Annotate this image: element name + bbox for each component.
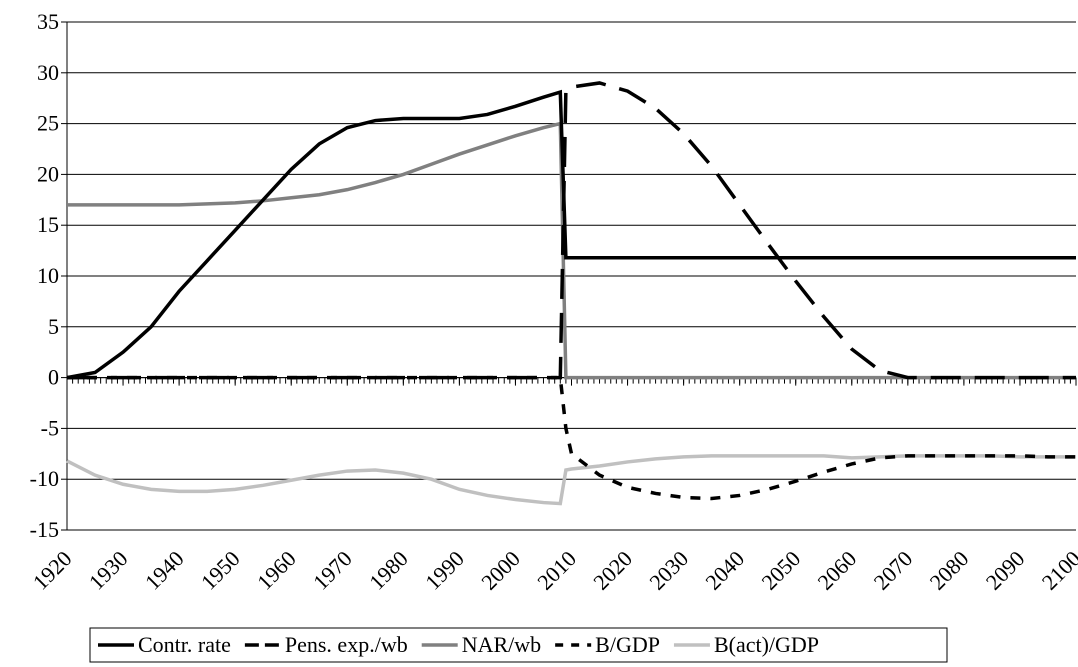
legend-label: B(act)/GDP bbox=[714, 632, 819, 657]
x-tick-label: 2030 bbox=[644, 546, 693, 595]
series-line bbox=[66, 89, 1076, 380]
x-tick-label: 2050 bbox=[756, 546, 805, 595]
x-tick-label: 1940 bbox=[140, 546, 189, 595]
y-tick-label: 20 bbox=[37, 161, 59, 186]
x-tick-label: 1980 bbox=[364, 546, 413, 595]
legend-label: Pens. exp./wb bbox=[285, 632, 408, 657]
y-tick-label: 5 bbox=[48, 314, 59, 339]
x-tick-label: 1990 bbox=[420, 546, 469, 595]
x-tick-label: 2040 bbox=[700, 546, 749, 595]
x-tick-label: 1930 bbox=[84, 546, 133, 595]
x-tick-label: 1960 bbox=[252, 546, 301, 595]
legend-label: Contr. rate bbox=[138, 632, 231, 657]
y-tick-label: 25 bbox=[37, 111, 59, 136]
legend-box bbox=[89, 627, 948, 663]
series-line bbox=[67, 121, 1076, 380]
x-tick-label: 2010 bbox=[532, 546, 581, 595]
x-tick-label: 1920 bbox=[28, 546, 77, 595]
y-tick-label: -15 bbox=[30, 517, 59, 542]
y-tick-label: -10 bbox=[30, 466, 59, 491]
x-tick-label: 2070 bbox=[869, 546, 918, 595]
x-tick-label: 2080 bbox=[925, 546, 974, 595]
y-tick-label: -5 bbox=[41, 415, 59, 440]
y-tick-label: 0 bbox=[48, 365, 59, 390]
legend-label: NAR/wb bbox=[462, 632, 541, 657]
x-tick-label: 2020 bbox=[588, 546, 637, 595]
x-tick-label: 2060 bbox=[813, 546, 862, 595]
x-tick-label: 2000 bbox=[476, 546, 525, 595]
series-line bbox=[67, 375, 1076, 501]
series-line bbox=[67, 81, 1076, 380]
series-line bbox=[66, 454, 1076, 506]
y-tick-label: 15 bbox=[37, 212, 59, 237]
legend: Contr. rate Pens. exp./wb NAR/wb B/GDP B(act… bbox=[89, 627, 948, 663]
y-tick-label: 30 bbox=[37, 60, 59, 85]
x-tick-label: 1970 bbox=[308, 546, 357, 595]
x-tick-label: 1950 bbox=[196, 546, 245, 595]
legend-label: B/GDP bbox=[595, 632, 660, 657]
x-tick-label: 2100 bbox=[1037, 546, 1078, 595]
y-tick-label: 35 bbox=[37, 9, 59, 34]
y-tick-label: 10 bbox=[37, 263, 59, 288]
x-tick-label: 2090 bbox=[981, 546, 1030, 595]
